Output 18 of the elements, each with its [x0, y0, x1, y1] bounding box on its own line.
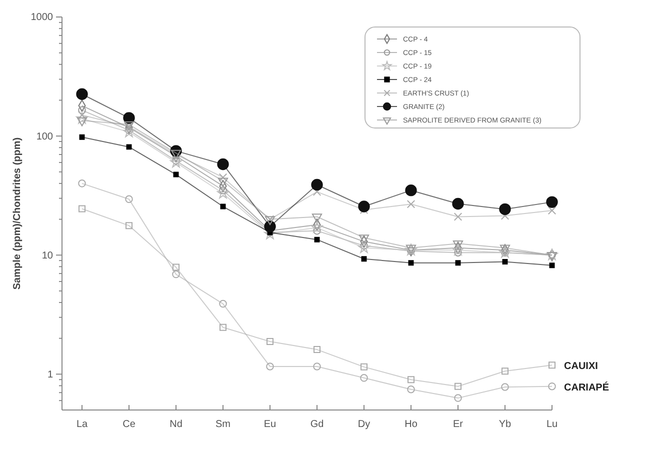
x-tick-label: Eu: [264, 419, 276, 430]
y-tick-label: 100: [36, 131, 54, 142]
x-tick-label: Yb: [498, 419, 512, 430]
x-tick-label: Er: [453, 419, 464, 430]
x-tick-label: Nd: [170, 419, 182, 430]
y-axis-title: Sample (ppm)/Chondrites (ppm): [12, 137, 23, 290]
annotation: CARIAPÉ: [564, 381, 610, 394]
x-tick-label: Sm: [216, 419, 230, 430]
x-tick-label: Gd: [310, 419, 324, 430]
y-tick-label: 1: [47, 369, 54, 380]
annotation: CAUIXI: [564, 361, 598, 372]
y-tick-label: 10: [42, 250, 54, 262]
x-tick-label: Lu: [546, 419, 558, 430]
x-tick-label: Ce: [122, 419, 136, 430]
x-tick-label: La: [76, 419, 88, 430]
y-tick-label: 1000: [30, 12, 54, 24]
x-tick-label: Dy: [358, 419, 370, 430]
x-tick-label: Ho: [404, 419, 418, 430]
